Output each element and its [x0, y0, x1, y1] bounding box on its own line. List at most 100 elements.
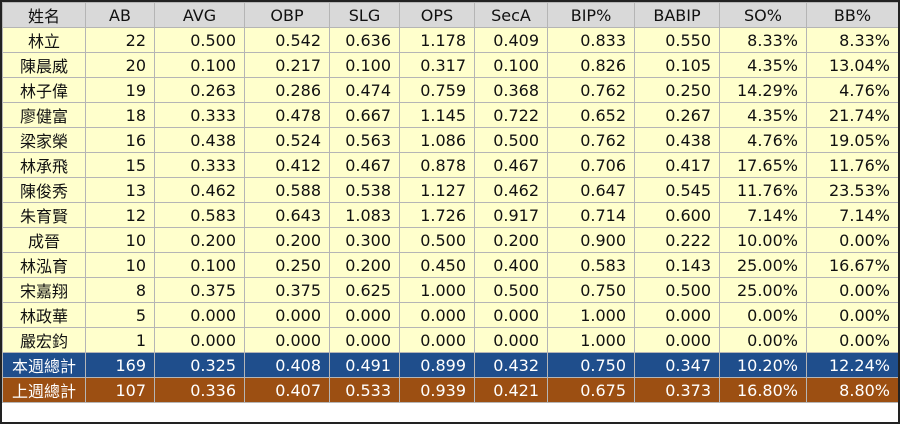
stat-cell: 0.375: [154, 277, 245, 303]
stat-cell: 0.647: [547, 177, 635, 203]
header-cell: SLG: [329, 2, 400, 28]
stat-cell: 17.65%: [719, 152, 807, 178]
stat-cell: 0.438: [634, 127, 720, 153]
stat-cell: 0.524: [244, 127, 330, 153]
player-row: 林泓育 10 0.100 0.250 0.200 0.450 0.400 0.583 0.143…: [2, 252, 898, 278]
header-cell: BIP%: [547, 2, 635, 28]
stat-cell: 0.00%: [719, 327, 807, 353]
player-row: 林承飛 15 0.333 0.412 0.467 0.878 0.467 0.706 0.417…: [2, 152, 898, 178]
player-name: 林立: [2, 27, 86, 53]
stat-cell: 16: [85, 127, 155, 153]
stat-cell: 0.542: [244, 27, 330, 53]
stat-cell: 8.33%: [719, 27, 807, 53]
stat-cell: 0.100: [154, 252, 245, 278]
stat-cell: 0.000: [244, 327, 330, 353]
stat-cell: 16.67%: [806, 252, 898, 278]
header-cell: OPS: [399, 2, 475, 28]
stat-cell: 0.750: [547, 277, 635, 303]
total-label: 本週總計: [2, 352, 86, 378]
total-cell: 0.421: [474, 377, 548, 403]
stat-cell: 0.583: [154, 202, 245, 228]
total-cell: 0.432: [474, 352, 548, 378]
stat-cell: 0.450: [399, 252, 475, 278]
stat-cell: 11.76%: [806, 152, 898, 178]
stat-cell: 0.474: [329, 77, 400, 103]
stat-cell: 0.762: [547, 77, 635, 103]
total-cell: 0.373: [634, 377, 720, 403]
stat-cell: 7.14%: [806, 202, 898, 228]
stat-cell: 0.417: [634, 152, 720, 178]
total-cell: 107: [85, 377, 155, 403]
stat-cell: 0.200: [244, 227, 330, 253]
stat-cell: 0.375: [244, 277, 330, 303]
stat-cell: 0.100: [474, 52, 548, 78]
player-name: 林承飛: [2, 152, 86, 178]
player-row: 林立 22 0.500 0.542 0.636 1.178 0.409 0.833 0.550 8…: [2, 27, 898, 53]
stat-cell: 0.500: [634, 277, 720, 303]
header-cell: BABIP: [634, 2, 720, 28]
stat-cell: 0.286: [244, 77, 330, 103]
stat-cell: 1.086: [399, 127, 475, 153]
stat-cell: 0.000: [154, 302, 245, 328]
stat-cell: 0.250: [244, 252, 330, 278]
header-cell: SecA: [474, 2, 548, 28]
total-cell: 0.407: [244, 377, 330, 403]
stat-cell: 0.00%: [806, 277, 898, 303]
stat-cell: 0.000: [329, 327, 400, 353]
stat-cell: 0.317: [399, 52, 475, 78]
stat-cell: 0.263: [154, 77, 245, 103]
stat-cell: 0.917: [474, 202, 548, 228]
total-cell: 0.939: [399, 377, 475, 403]
stat-cell: 10: [85, 227, 155, 253]
stat-cell: 0.000: [244, 302, 330, 328]
stat-cell: 0.500: [474, 277, 548, 303]
stat-cell: 13.04%: [806, 52, 898, 78]
stat-cell: 0.000: [329, 302, 400, 328]
stat-cell: 8.33%: [806, 27, 898, 53]
stat-cell: 1.000: [399, 277, 475, 303]
stat-cell: 0.000: [634, 302, 720, 328]
stat-cell: 14.29%: [719, 77, 807, 103]
player-row: 林政華 5 0.000 0.000 0.000 0.000 0.000 1.000 0.000 0…: [2, 302, 898, 328]
stat-cell: 18: [85, 102, 155, 128]
header-cell: OBP: [244, 2, 330, 28]
stat-cell: 4.76%: [719, 127, 807, 153]
table-body: 林立 22 0.500 0.542 0.636 1.178 0.409 0.833 0.550 8…: [2, 27, 898, 403]
stat-cell: 1.145: [399, 102, 475, 128]
total-cell: 16.80%: [719, 377, 807, 403]
stats-table: 姓名 AB AVG OBP SLG OPS SecA BIP% BABIP SO% BB% 林立 22…: [2, 2, 898, 403]
stat-cell: 1.000: [547, 302, 635, 328]
stat-cell: 0.200: [329, 252, 400, 278]
player-row: 陳俊秀 13 0.462 0.588 0.538 1.127 0.462 0.647 0.545…: [2, 177, 898, 203]
stat-cell: 0.636: [329, 27, 400, 53]
stat-cell: 0.100: [154, 52, 245, 78]
stat-cell: 0.00%: [806, 327, 898, 353]
stat-cell: 0.000: [154, 327, 245, 353]
stat-cell: 0.900: [547, 227, 635, 253]
player-name: 嚴宏鈞: [2, 327, 86, 353]
stat-cell: 19: [85, 77, 155, 103]
header-cell: 姓名: [2, 2, 86, 28]
header-row: 姓名 AB AVG OBP SLG OPS SecA BIP% BABIP SO% BB%: [2, 2, 898, 28]
stat-cell: 0.438: [154, 127, 245, 153]
stat-cell: 5: [85, 302, 155, 328]
player-name: 林政華: [2, 302, 86, 328]
stat-cell: 0.333: [154, 102, 245, 128]
stat-cell: 0.222: [634, 227, 720, 253]
stat-cell: 0.500: [399, 227, 475, 253]
stat-cell: 12: [85, 202, 155, 228]
stat-cell: 1: [85, 327, 155, 353]
total-cell: 8.80%: [806, 377, 898, 403]
stat-cell: 0.714: [547, 202, 635, 228]
stat-cell: 0.00%: [806, 227, 898, 253]
player-row: 成晉 10 0.200 0.200 0.300 0.500 0.200 0.900 0.222 1…: [2, 227, 898, 253]
stat-cell: 15: [85, 152, 155, 178]
stat-cell: 0.722: [474, 102, 548, 128]
stat-cell: 0.478: [244, 102, 330, 128]
stat-cell: 0.000: [474, 327, 548, 353]
header-cell: AB: [85, 2, 155, 28]
stat-cell: 0.588: [244, 177, 330, 203]
total-row: 上週總計 107 0.336 0.407 0.533 0.939 0.421 0.675 0.3…: [2, 377, 898, 403]
stat-cell: 0.667: [329, 102, 400, 128]
stat-cell: 19.05%: [806, 127, 898, 153]
